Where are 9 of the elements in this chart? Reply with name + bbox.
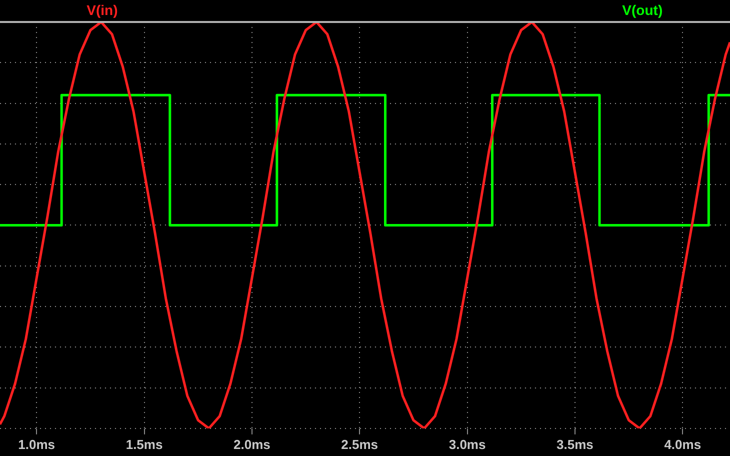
series-label: V(in) [86, 2, 118, 18]
x-tick-label: 4.0ms [664, 436, 702, 452]
x-tick-label: 3.0ms [448, 436, 486, 452]
x-tick-label: 1.0ms [18, 436, 56, 452]
x-tick-label: 1.5ms [126, 436, 163, 452]
x-tick-label: 2.5ms [341, 436, 378, 452]
text: V(out) [622, 2, 663, 18]
x-tick-label: 2.0ms [234, 436, 270, 452]
x-tick-label: 3.5ms [556, 436, 594, 452]
